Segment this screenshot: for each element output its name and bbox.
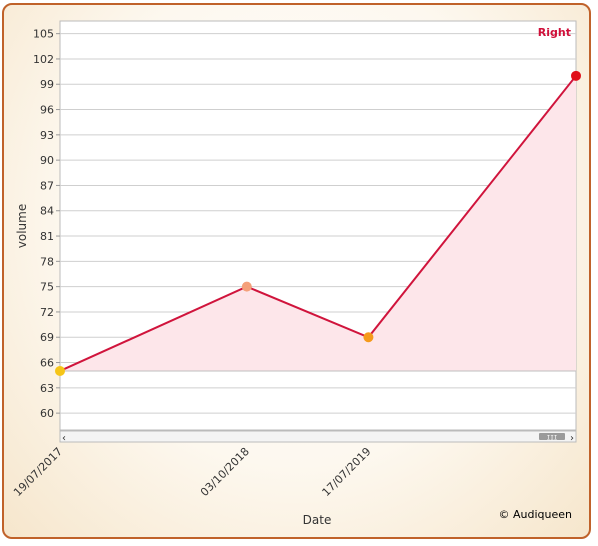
y-tick-label: 75 <box>40 281 54 294</box>
scroll-right-icon[interactable]: › <box>570 433 574 444</box>
data-point[interactable] <box>55 365 65 376</box>
y-tick-label: 99 <box>40 78 54 91</box>
y-tick-label: 81 <box>40 230 54 243</box>
series-polyline <box>59 75 577 372</box>
y-tick-label: 102 <box>33 53 54 66</box>
legend-entry: Right <box>538 26 571 39</box>
y-tick-label: 78 <box>40 255 54 268</box>
y-tick-label: 69 <box>40 331 54 344</box>
x-tick-label: 03/10/2018 <box>198 445 252 499</box>
series-points <box>55 70 581 376</box>
y-tick-label: 90 <box>40 154 54 167</box>
y-tick-label: 60 <box>40 407 54 420</box>
data-point[interactable] <box>571 70 581 81</box>
x-tick-label: 19/07/2017 <box>11 445 65 499</box>
y-tick-label: 87 <box>40 179 54 192</box>
y-tick-label: 105 <box>33 28 54 41</box>
y-tick-label: 93 <box>40 129 54 142</box>
y-tick-label: 96 <box>40 104 54 117</box>
y-tick-label: 66 <box>40 357 54 370</box>
y-tick-label: 63 <box>40 382 54 395</box>
series-area <box>60 75 576 371</box>
x-tick-label: 17/07/2019 <box>320 445 374 499</box>
y-axis-label: volume <box>15 204 29 248</box>
scrollbar-thumb[interactable] <box>539 433 565 440</box>
data-point[interactable] <box>241 281 252 292</box>
scrollbar-grip-icon: III <box>547 435 558 442</box>
horizontal-scrollbar[interactable]: ‹ III › <box>59 430 577 444</box>
y-tick-label: 84 <box>40 205 54 218</box>
scroll-left-icon[interactable]: ‹ <box>62 433 66 444</box>
y-tick-label: 72 <box>40 306 54 319</box>
credit-text: © Audiqueen <box>499 508 573 521</box>
data-point[interactable] <box>363 332 374 343</box>
x-axis-ticks: 19/07/2017 03/10/2018 17/07/2019 <box>11 445 373 499</box>
y-axis-ticks: 60 63 66 69 72 75 78 81 84 87 90 93 96 99 102 105 <box>33 28 60 420</box>
series-line <box>59 75 577 372</box>
area-fill <box>60 75 576 372</box>
x-axis-label: Date <box>303 513 332 527</box>
